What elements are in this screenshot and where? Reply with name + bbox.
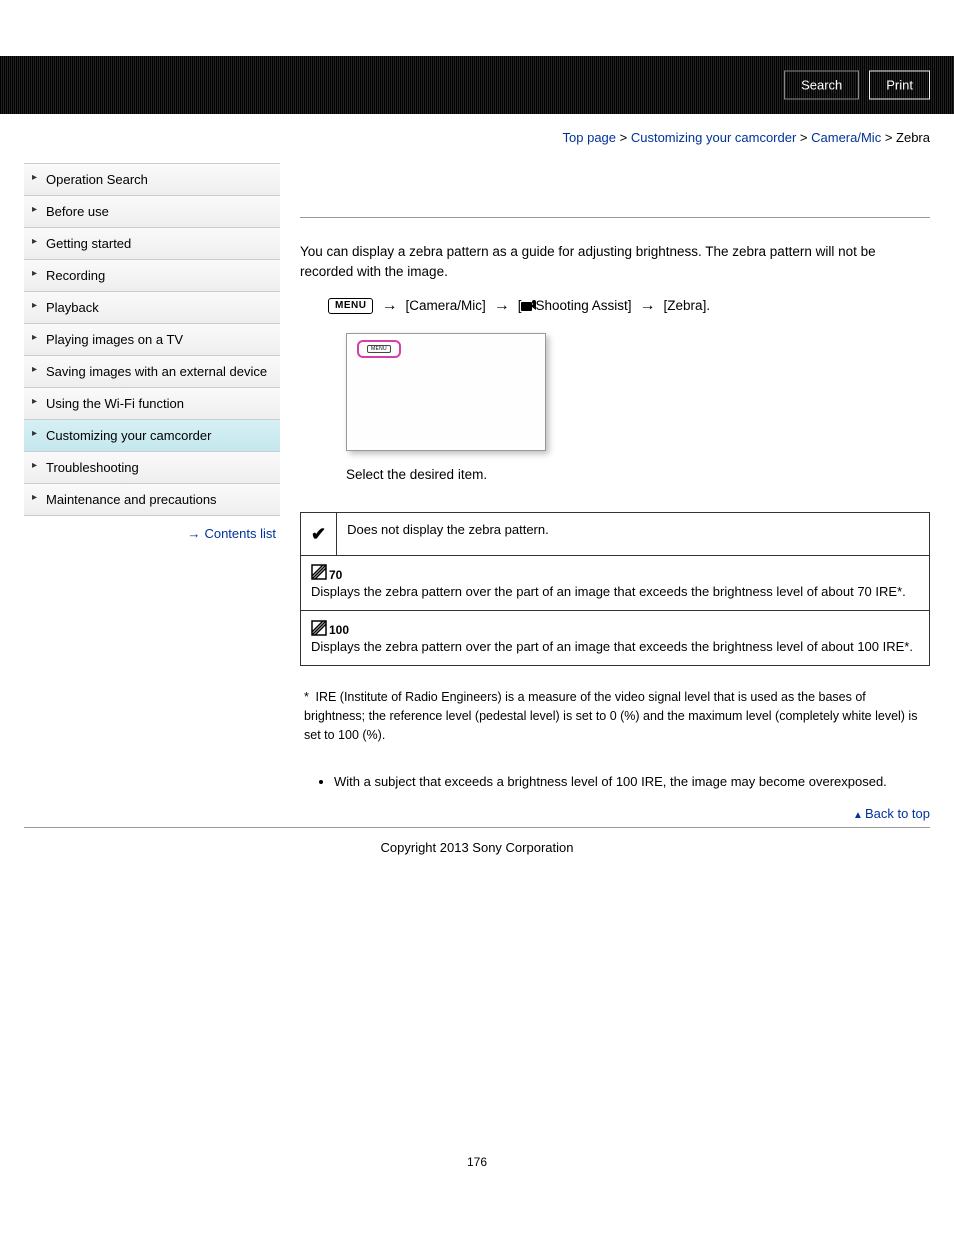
zebra-icon (311, 620, 327, 636)
screen-mockup: MENU (346, 333, 546, 451)
sidebar-item[interactable]: Troubleshooting (24, 452, 280, 484)
option-desc: Displays the zebra pattern over the part… (311, 638, 919, 657)
sidebar-item[interactable]: Recording (24, 260, 280, 292)
menu-badge-icon: MENU (328, 298, 373, 314)
breadcrumb-current: Zebra (896, 130, 930, 145)
menu-highlight-box: MENU (357, 340, 401, 358)
footnote-text: IRE (Institute of Radio Engineers) is a … (304, 690, 917, 742)
header-bar: Search Print (0, 56, 954, 114)
table-row: ✔ Does not display the zebra pattern. (301, 512, 930, 555)
option-header: 100 (311, 619, 919, 636)
option-header: 70 (311, 564, 919, 581)
sidebar-item[interactable]: Getting started (24, 228, 280, 260)
options-table: ✔Does not display the zebra pattern.70Di… (300, 512, 930, 667)
arrow-right-icon: → (494, 297, 510, 315)
sidebar-item[interactable]: Playing images on a TV (24, 324, 280, 356)
path-step-zebra: [Zebra]. (664, 298, 711, 313)
check-cell: ✔ (301, 512, 337, 555)
table-row: 70Displays the zebra pattern over the pa… (301, 555, 930, 610)
breadcrumb-link-top[interactable]: Top page (563, 130, 617, 145)
breadcrumb-link-camera-mic[interactable]: Camera/Mic (811, 130, 881, 145)
sidebar-item[interactable]: Maintenance and precautions (24, 484, 280, 516)
breadcrumb-sep: > (881, 130, 896, 145)
path-step-label: Shooting Assist] (535, 298, 631, 313)
sidebar-item[interactable]: Playback (24, 292, 280, 324)
option-level: 70 (329, 567, 342, 584)
back-to-top: ▲Back to top (300, 806, 930, 821)
breadcrumb-link-customizing[interactable]: Customizing your camcorder (631, 130, 796, 145)
sidebar-item[interactable]: Before use (24, 196, 280, 228)
breadcrumb-sep: > (616, 130, 631, 145)
option-desc: Displays the zebra pattern over the part… (311, 583, 919, 602)
option-desc: Does not display the zebra pattern. (337, 512, 930, 555)
back-to-top-link[interactable]: Back to top (865, 806, 930, 821)
sidebar-item[interactable]: Customizing your camcorder (24, 420, 280, 452)
intro-text: You can display a zebra pattern as a gui… (300, 242, 930, 283)
arrow-right-icon: → (381, 297, 397, 315)
checkmark-icon: ✔ (311, 524, 326, 544)
select-instruction: Select the desired item. (300, 467, 930, 482)
footnote: * IRE (Institute of Radio Engineers) is … (300, 688, 930, 744)
option-cell: 70Displays the zebra pattern over the pa… (301, 555, 930, 610)
main-content: You can display a zebra pattern as a gui… (300, 163, 930, 821)
copyright-text: Copyright 2013 Sony Corporation (24, 838, 930, 855)
menu-inner-label: MENU (367, 345, 391, 353)
option-cell: 100Displays the zebra pattern over the p… (301, 610, 930, 665)
print-button[interactable]: Print (869, 71, 930, 100)
footer: Copyright 2013 Sony Corporation (24, 827, 930, 855)
arrow-right-icon: → (187, 526, 200, 541)
search-button[interactable]: Search (784, 71, 859, 100)
sidebar-item[interactable]: Saving images with an external device (24, 356, 280, 388)
zebra-icon (311, 564, 327, 580)
notes-list: With a subject that exceeds a brightness… (300, 772, 930, 792)
sidebar-item[interactable]: Operation Search (24, 164, 280, 196)
arrow-right-icon: → (640, 297, 656, 315)
page-number: 176 (0, 1155, 954, 1169)
path-step-camera-mic: [Camera/Mic] (405, 298, 485, 313)
sidebar: Operation SearchBefore useGetting starte… (24, 163, 280, 821)
path-step-shooting-assist: [Shooting Assist] (518, 298, 632, 313)
triangle-up-icon: ▲ (853, 810, 863, 821)
footnote-marker: * (304, 688, 312, 707)
breadcrumb-sep: > (796, 130, 811, 145)
breadcrumb: Top page > Customizing your camcorder > … (0, 114, 954, 145)
sidebar-item[interactable]: Using the Wi-Fi function (24, 388, 280, 420)
menu-path: MENU → [Camera/Mic] → [Shooting Assist] … (300, 297, 930, 315)
camera-assist-icon (521, 298, 535, 308)
table-row: 100Displays the zebra pattern over the p… (301, 610, 930, 665)
contents-list-link[interactable]: Contents list (204, 526, 276, 541)
note-item: With a subject that exceeds a brightness… (334, 772, 930, 792)
divider (300, 217, 930, 218)
option-level: 100 (329, 622, 349, 639)
